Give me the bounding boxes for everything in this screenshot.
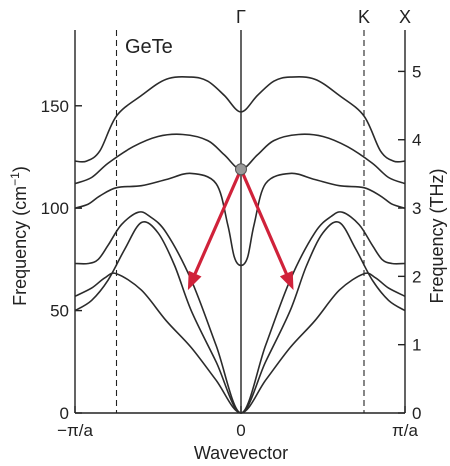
y-tick-label-right: 2 — [412, 267, 421, 286]
y-axis-title-left-main: Frequency (cm — [10, 186, 30, 306]
x-tick-label: 0 — [236, 421, 245, 440]
y-axis-title-right: Frequency (THz) — [427, 168, 447, 303]
x-tick-label: π/a — [392, 421, 418, 440]
y-tick-label-right: 4 — [412, 131, 421, 150]
material-label: GeTe — [125, 36, 173, 58]
y-tick-label-right: 5 — [412, 62, 421, 81]
x-axis-title: Wavevector — [194, 443, 288, 463]
y-tick-label-left: 0 — [60, 404, 69, 423]
symmetry-point-label: X — [399, 7, 411, 27]
red-arrow-shaft-2 — [239, 167, 288, 276]
y-tick-label-left: 150 — [41, 97, 69, 116]
red-arrow-shaft-1 — [193, 167, 243, 276]
red-arrow-head-2 — [279, 270, 294, 291]
y-tick-label-left: 50 — [50, 302, 69, 321]
y-axis-title-left-end: ) — [10, 166, 30, 172]
y-tick-label-right: 1 — [412, 336, 421, 355]
phonon-branch-2 — [74, 221, 406, 414]
symmetry-point-label: Γ — [236, 7, 246, 27]
y-tick-label-right: 3 — [412, 199, 421, 218]
phonon-branch-6 — [74, 76, 406, 163]
gamma-point-marker — [235, 163, 247, 176]
y-axis-title-left-sup: −1 — [8, 172, 22, 186]
phonon-branch-1 — [74, 272, 406, 414]
y-tick-label-right: 0 — [412, 404, 421, 423]
x-tick-label: −π/a — [57, 421, 93, 440]
symmetry-point-label: K — [358, 7, 370, 27]
phonon-branch-3 — [74, 211, 406, 414]
phonon-branch-5 — [74, 133, 406, 185]
y-axis-title-left: Frequency (cm−1) — [8, 166, 30, 306]
y-tick-label-left: 100 — [41, 199, 69, 218]
red-arrow-head-1 — [187, 270, 202, 291]
phonon-branch-4 — [74, 172, 406, 267]
